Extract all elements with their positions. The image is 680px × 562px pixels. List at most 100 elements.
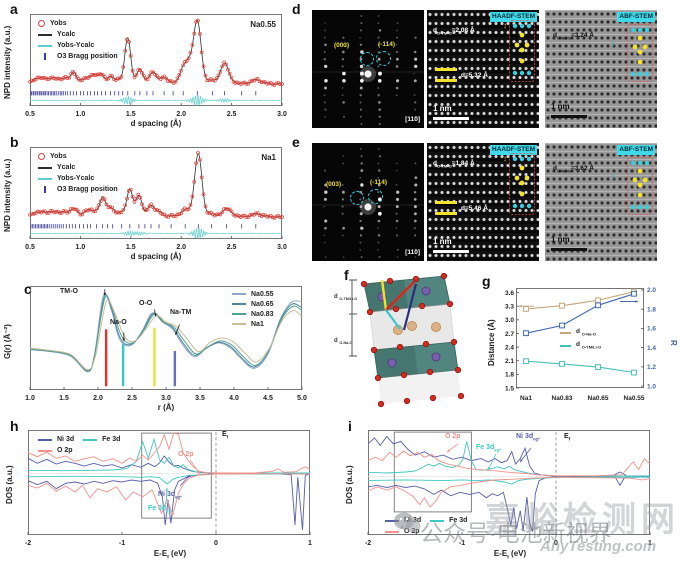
- bragg-tick-icon: [44, 186, 46, 193]
- panel-c: c G(r) (Å⁻²) 1.0 1.5 2.0 2.5 3.0 3.5 4.0 4.5 5.0…: [0, 272, 322, 415]
- d-onao-annotation: dO-Na-O=3.62 Å: [553, 165, 594, 174]
- annotation-fe3d-eg: Fe 3deg*: [476, 444, 502, 453]
- svg-text:1: 1: [648, 540, 652, 547]
- d-otmo-annotation: dO-TM-O=1.84 Å: [433, 160, 475, 169]
- d-layer-annotation: d=5.46 Å: [461, 205, 488, 212]
- panel-d: d (003) (-114) [110] HAADF-STEM dO-TM-O=…: [290, 0, 680, 131]
- svg-text:1.5: 1.5: [59, 395, 69, 402]
- svg-text:2.0: 2.0: [93, 395, 103, 402]
- fft-spot-114-label: (-114): [378, 41, 395, 48]
- layer-spacing-bar-icon: [435, 201, 457, 204]
- d-onao-line-icon: [560, 331, 571, 334]
- svg-text:0.5: 0.5: [25, 244, 35, 251]
- fe3d-line-icon: [83, 438, 98, 441]
- layer-spacing-bar-icon: [435, 212, 457, 215]
- zone-axis-label: [110]: [405, 116, 420, 123]
- panel-e: e (003) (-114) [110] HAADF-STEM dO-TM-O=…: [290, 133, 680, 264]
- d-otmo-annotation: dO-TM-O=2.08 Å: [433, 27, 475, 36]
- legend-bragg: O3 Bragg position: [57, 186, 118, 193]
- panel-c-letter: c: [24, 281, 32, 297]
- ycalc-line-icon: [38, 33, 52, 36]
- d-layer-annotation: d=5.32 Å: [461, 72, 488, 79]
- svg-text:2.1: 2.1: [505, 358, 514, 365]
- fft-spot-114-circle-icon: [368, 189, 383, 204]
- yobs-marker-icon: [38, 153, 45, 160]
- panel-d-fft-image: (003) (-114) [110]: [312, 10, 424, 128]
- svg-text:1.8: 1.8: [505, 372, 514, 379]
- scalebar-label: 1 nm: [551, 235, 570, 244]
- panel-d-letter: d: [292, 1, 301, 17]
- arrow-updown-icon: ↕: [503, 21, 507, 30]
- svg-text:3.3: 3.3: [505, 303, 514, 310]
- panel-e-abf-image: ABF-STEM dO-Na-O=3.62 Å ↕ 1 nm: [545, 143, 657, 261]
- panel-i-y-axis-label: DOS (a.u.): [345, 465, 354, 505]
- panel-c-legend: Na0.55 Na0.65 Na0.83 Na1: [232, 289, 283, 329]
- annotation-o2p: O 2p: [178, 451, 194, 458]
- annotation-fe3d-eg: Fe 3deg*: [148, 505, 174, 514]
- svg-text:2.5: 2.5: [227, 244, 237, 251]
- legend-ni3d: Ni 3d: [57, 436, 75, 443]
- panel-h-letter: h: [10, 418, 19, 434]
- panel-c-y-axis-label: G(r) (Å⁻²): [3, 324, 12, 360]
- panel-h-x-axis-label: E-Ef (eV): [153, 549, 187, 561]
- legend-na1: Na1: [251, 320, 264, 328]
- d-onao-annotation: dO-Na-O=3.24 Å: [553, 32, 594, 41]
- svg-text:0: 0: [554, 540, 558, 547]
- annotation-na-o: Na-O: [110, 319, 127, 326]
- d-otmlio-line-icon: [560, 344, 571, 347]
- legend-yobs: Yobs: [50, 153, 67, 160]
- annotation-o2p: O 2p: [445, 433, 461, 440]
- svg-text:0.5: 0.5: [25, 111, 35, 118]
- panel-d-abf-image: ABF-STEM dO-Na-O=3.24 Å ↕ 1 nm: [545, 10, 657, 128]
- svg-text:4.0: 4.0: [229, 395, 239, 402]
- legend-d-otmlio: d O-TM/Li-O: [576, 341, 602, 350]
- panel-e-fft-image: (003) (-114) [110]: [312, 143, 424, 261]
- panel-e-letter: e: [292, 134, 300, 150]
- arrow-updown-icon: ↕: [611, 172, 615, 181]
- svg-text:2.7: 2.7: [505, 331, 514, 338]
- panel-a-sample-label: Na0.55: [250, 20, 276, 29]
- scalebar-icon: [433, 250, 469, 253]
- legend-bragg: O3 Bragg position: [57, 53, 118, 60]
- panel-f-letter: f: [344, 267, 349, 283]
- scalebar-label: 1 nm: [433, 104, 452, 113]
- atomic-overlay-model: [627, 157, 653, 215]
- panel-a: a NPD intensity (a.u.) 0.5 1.0 1.5 2.0 2.5 3.…: [0, 0, 290, 131]
- legend-ycalc: Ycalc: [57, 31, 76, 38]
- svg-text:1.0: 1.0: [647, 383, 656, 390]
- layer-spacing-bar-icon: [435, 79, 457, 82]
- panel-c-plot: 1.0 1.5 2.0 2.5 3.0 3.5 4.0 4.5 5.0: [25, 286, 307, 402]
- panel-i: i DOS (a.u.) -2 -1 0 1 E-Ef (eV) Ni 3d Fe 3d…: [340, 415, 680, 562]
- panel-i-x-axis-label: E-Ef (eV): [493, 549, 527, 561]
- fft-spot-003-label: (003): [326, 181, 342, 188]
- scalebar-icon: [433, 117, 469, 120]
- atomic-overlay-model: [509, 153, 535, 215]
- svg-text:Na0.65: Na0.65: [588, 395, 609, 402]
- legend-ycalc: Ycalc: [57, 164, 76, 171]
- legend-ydiff: Yobs-Ycalc: [57, 175, 95, 182]
- scalebar-icon: [551, 248, 587, 251]
- layer-spacing-bar-icon: [435, 68, 457, 71]
- svg-text:-2: -2: [365, 540, 371, 547]
- panel-f: f d O-TM/Li-O d O-Na-O: [334, 266, 464, 418]
- fft-spot-114-circle-icon: [376, 51, 391, 66]
- legend-d-onao: d O-Na-O: [576, 328, 596, 337]
- panel-b-sample-label: Na1: [261, 153, 276, 162]
- svg-text:1.6: 1.6: [647, 326, 656, 333]
- annotation-ni3d-eg: Ni 3deg*: [516, 433, 540, 442]
- oxygen-atoms: [360, 272, 464, 408]
- scalebar-label: 1 nm: [433, 237, 452, 246]
- legend-na083: Na0.83: [251, 310, 274, 318]
- panel-c-x-axis-label: r (Å): [157, 403, 175, 412]
- na083-line-icon: [232, 313, 246, 315]
- panel-h-legend: Ni 3d Fe 3d O 2p: [38, 434, 129, 456]
- svg-text:3.5: 3.5: [195, 395, 205, 402]
- scalebar-icon: [551, 115, 587, 118]
- svg-text:1.0: 1.0: [25, 395, 35, 402]
- fft-spot-003-label: (003): [334, 42, 350, 49]
- yobs-marker-icon: [38, 20, 45, 27]
- svg-text:3.0: 3.0: [277, 111, 287, 118]
- svg-text:3.0: 3.0: [277, 244, 287, 251]
- panel-d-haadf-image: HAADF-STEM dO-TM-O=2.08 Å ↕ d=5.32 Å 1 n…: [427, 10, 539, 128]
- svg-text:2.0: 2.0: [176, 244, 186, 251]
